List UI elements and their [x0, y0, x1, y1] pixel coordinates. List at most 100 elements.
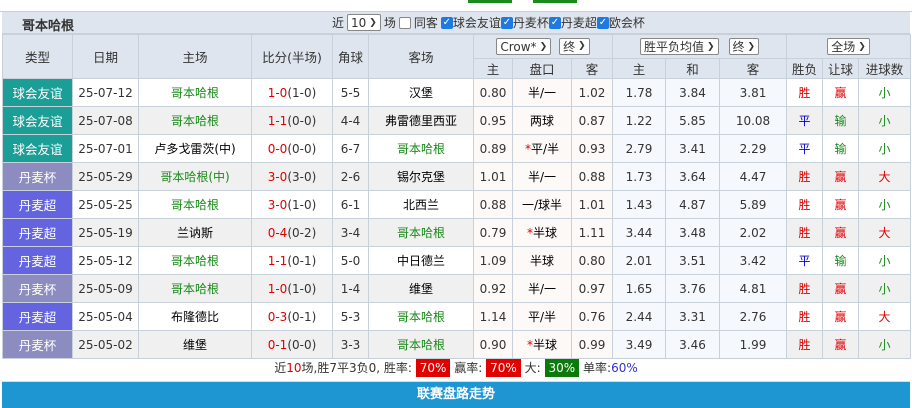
ah-home-odds: 0.89 — [473, 134, 513, 163]
half-time-score: (0-0) — [287, 113, 317, 128]
company-select[interactable]: Crow* ❯ — [496, 38, 552, 56]
result-cell: 胜 — [786, 274, 824, 303]
green-tab-button[interactable] — [468, 0, 512, 3]
away-team-cell[interactable]: 弗雷德里西亚 — [368, 106, 474, 135]
result-header: 全场 ❯ — [786, 34, 912, 59]
eu-away-odds: 2.76 — [718, 302, 788, 331]
range-select[interactable]: 全场 ❯ — [827, 38, 870, 55]
company-value: Crow* — [500, 39, 537, 54]
home-team-cell[interactable]: 哥本哈根(中) — [138, 162, 252, 191]
ah-line-value: 半球 — [532, 226, 557, 240]
away-team-cell[interactable]: 哥本哈根 — [368, 302, 474, 331]
ah-stage-select[interactable]: 终 ❯ — [559, 37, 590, 55]
corner-cell: 5-0 — [332, 246, 369, 275]
league-checkbox[interactable]: ✓ — [548, 16, 561, 29]
goals-result-cell: 小 — [858, 78, 912, 107]
league-checkbox[interactable]: ✓ — [596, 16, 609, 29]
ah-line-value: 一/球半 — [521, 198, 563, 212]
home-team-cell[interactable]: 卢多戈雷茨(中) — [138, 134, 252, 163]
home-team-cell[interactable]: 兰讷斯 — [138, 218, 252, 247]
corner-cell: 5-5 — [332, 78, 369, 107]
corner-cell: 2-6 — [332, 162, 369, 191]
league-trend-button[interactable]: 联赛盘路走势 — [2, 382, 910, 408]
date-cell: 25-07-12 — [72, 78, 139, 107]
league-filters: ✓ 球会友谊 ✓ 丹麦杯 ✓ 丹麦超 ✓ 欧会杯 — [440, 14, 645, 31]
eu-home-odds: 2.01 — [612, 246, 666, 275]
summary-bar: 近10场,胜7平3负0, 胜率: 70% 赢率: 70% 大: 30% 单率:6… — [2, 354, 910, 382]
range-value: 全场 — [831, 40, 856, 54]
eu-home-odds: 3.44 — [612, 218, 666, 247]
home-team-cell[interactable]: 布隆德比 — [138, 302, 252, 331]
away-team-cell[interactable]: 锡尔克堡 — [368, 162, 474, 191]
handicap-result-cell: 赢 — [822, 190, 860, 219]
away-team-cell[interactable]: 汉堡 — [368, 78, 474, 107]
summary-text: 单率: — [583, 361, 612, 375]
ah-line-value: 半/一 — [527, 170, 557, 184]
away-team-cell[interactable]: 维堡 — [368, 274, 474, 303]
away-team-cell[interactable]: 哥本哈根 — [368, 134, 474, 163]
chevron-down-icon: ❯ — [369, 17, 377, 28]
match-count-select[interactable]: 10 ❯ — [347, 14, 381, 31]
ah-home-odds: 1.01 — [473, 162, 513, 191]
goals-result-cell: 大 — [858, 162, 912, 191]
handicap-result-cell: 赢 — [822, 162, 860, 191]
win-rate-badge: 70% — [415, 359, 451, 377]
home-team-cell[interactable]: 哥本哈根 — [138, 190, 252, 219]
ah-home-odds: 0.95 — [473, 106, 513, 135]
ah-line-value: 平/半 — [530, 142, 560, 156]
handicap-result-cell: 赢 — [822, 302, 860, 331]
ah-line-cell: 半球 — [512, 246, 572, 275]
same-away-checkbox[interactable] — [398, 16, 411, 29]
table-row: 丹麦杯 25-05-29 哥本哈根(中) 3-0(3-0) 2-6 锡尔克堡 1.01 半/一… — [2, 162, 912, 191]
half-time-score: (0-0) — [287, 337, 317, 352]
handicap-result-cell: 赢 — [822, 218, 860, 247]
goals-result-cell: 小 — [858, 190, 912, 219]
eu-draw-odds: 4.87 — [665, 190, 720, 219]
league-checkbox[interactable]: ✓ — [440, 16, 453, 29]
eu-away-odds: 2.29 — [718, 134, 788, 163]
away-team-cell[interactable]: 哥本哈根 — [368, 218, 474, 247]
full-time-score: 3-0 — [267, 197, 288, 212]
euro-stage-value: 终 — [732, 40, 745, 54]
score-cell: 1-1(0-0) — [251, 106, 333, 135]
away-team-cell[interactable]: 哥本哈根 — [368, 330, 474, 359]
eu-draw-odds: 3.48 — [665, 218, 720, 247]
home-team-cell[interactable]: 哥本哈根 — [138, 246, 252, 275]
goals-result-cell: 小 — [858, 330, 912, 359]
home-team-cell[interactable]: 哥本哈根 — [138, 274, 252, 303]
league-filter-label: 球会友谊 — [452, 16, 501, 30]
chevron-down-icon: ❯ — [747, 41, 756, 52]
date-cell: 25-05-29 — [72, 162, 139, 191]
home-team-cell[interactable]: 哥本哈根 — [138, 78, 252, 107]
ah-line-cell: *平/半 — [512, 134, 572, 163]
green-tab-button[interactable] — [533, 0, 577, 3]
half-time-score: (0-2) — [287, 225, 317, 240]
goals-result-cell: 小 — [858, 274, 912, 303]
result-cell: 胜 — [786, 330, 824, 359]
filters: 近 10 ❯ 场 同客 ✓ 球会友谊 ✓ 丹麦杯 ✓ 丹麦超 ✓ 欧会杯 — [332, 14, 645, 31]
league-checkbox[interactable]: ✓ — [500, 16, 513, 29]
score-cell: 0-1(0-0) — [251, 330, 333, 359]
half-time-score: (1-0) — [287, 197, 317, 212]
match-type-cell: 丹麦杯 — [2, 162, 73, 191]
euro-type-select[interactable]: 胜平负均值 ❯ — [639, 38, 719, 55]
half-time-score: (0-1) — [287, 253, 317, 268]
away-team-cell[interactable]: 北西兰 — [368, 190, 474, 219]
full-time-score: 0-1 — [267, 337, 288, 352]
ah-line-cell: *半球 — [512, 330, 572, 359]
ah-line-cell: 两球 — [512, 106, 572, 135]
result-cell: 平 — [786, 134, 824, 163]
match-type-cell: 丹麦杯 — [2, 330, 73, 359]
home-team-cell[interactable]: 哥本哈根 — [138, 106, 252, 135]
corner-cell: 4-4 — [332, 106, 369, 135]
euro-stage-select[interactable]: 终 ❯ — [728, 38, 760, 55]
result-cell: 平 — [786, 106, 824, 135]
date-cell: 25-07-01 — [72, 134, 139, 163]
home-team-cell[interactable]: 维堡 — [138, 330, 252, 359]
eu-draw-odds: 3.41 — [665, 134, 720, 163]
ah-line-value: 半/一 — [527, 86, 557, 100]
score-cell: 0-3(0-1) — [251, 302, 333, 331]
eu-home-odds: 2.44 — [612, 302, 666, 331]
match-type-cell: 丹麦杯 — [2, 274, 73, 303]
away-team-cell[interactable]: 中日德兰 — [368, 246, 474, 275]
